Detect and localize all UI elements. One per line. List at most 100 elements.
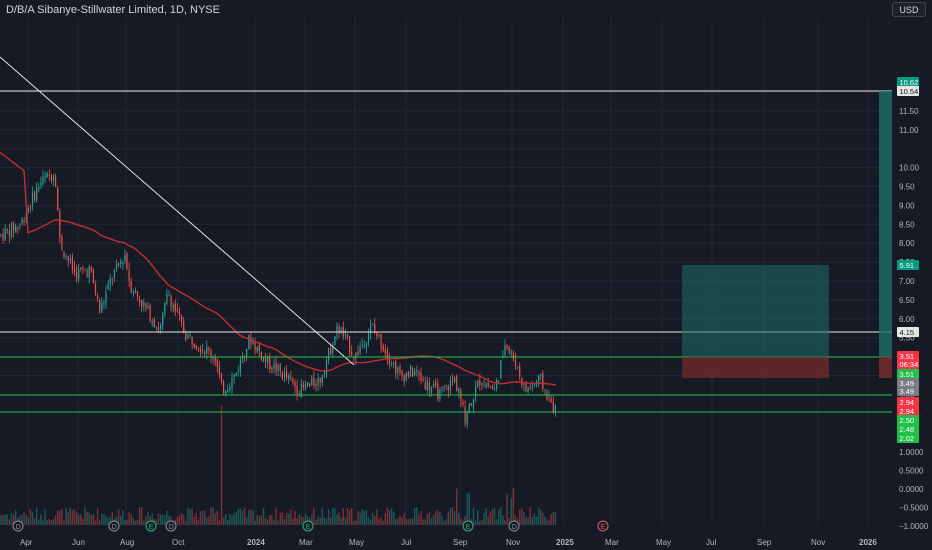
trend-line[interactable] bbox=[0, 56, 355, 366]
candle-body bbox=[59, 210, 61, 238]
candle-body bbox=[323, 372, 325, 375]
volume-bar bbox=[216, 510, 218, 525]
volume-bar bbox=[384, 513, 386, 525]
volume-bar bbox=[252, 510, 254, 525]
moving-average-line[interactable] bbox=[0, 151, 557, 386]
candle-body bbox=[97, 295, 99, 299]
candle-body bbox=[225, 390, 227, 395]
candle-body bbox=[401, 370, 403, 375]
candle-body bbox=[391, 364, 393, 365]
time-axis-label: 2026 bbox=[859, 538, 877, 547]
long-position-stop-zone[interactable] bbox=[682, 357, 829, 378]
volume-bar bbox=[185, 520, 187, 525]
candle-body bbox=[531, 384, 533, 387]
candle-body bbox=[71, 256, 73, 270]
candle-body bbox=[126, 253, 128, 269]
candle-body bbox=[550, 398, 552, 403]
candle-body bbox=[454, 377, 456, 383]
candle-body bbox=[57, 188, 59, 211]
price-badge bbox=[897, 86, 919, 96]
volume-bar bbox=[193, 516, 195, 525]
currency-button[interactable]: USD bbox=[892, 2, 926, 17]
event-marker-dividend[interactable] bbox=[165, 520, 177, 532]
candle-body bbox=[428, 382, 430, 391]
candle-body bbox=[479, 380, 481, 385]
volume-bar bbox=[151, 513, 153, 525]
volume-bar bbox=[447, 511, 449, 525]
volume-bar bbox=[90, 515, 92, 525]
event-marker-dividend[interactable] bbox=[508, 520, 520, 532]
event-marker-earnings[interactable] bbox=[302, 520, 314, 532]
volume-bar bbox=[336, 514, 338, 525]
candle-body bbox=[44, 176, 46, 179]
candle-body bbox=[535, 381, 538, 385]
volume-bar bbox=[382, 520, 384, 525]
volume-bar bbox=[109, 517, 111, 525]
volume-bar bbox=[378, 518, 380, 525]
symbol-title[interactable]: D/B/A Sibanye-Stillwater Limited, 1D, NY… bbox=[6, 4, 220, 16]
candle-body bbox=[231, 377, 233, 389]
candle-body bbox=[554, 405, 556, 413]
volume-bar bbox=[21, 514, 23, 525]
volume-bar bbox=[67, 511, 69, 525]
candle-body bbox=[317, 377, 319, 385]
stop-zone-axis-highlight bbox=[879, 357, 892, 378]
candle-body bbox=[4, 228, 6, 241]
volume-bar bbox=[403, 512, 405, 525]
candle-body bbox=[143, 302, 145, 306]
volume-bar bbox=[428, 511, 431, 525]
volume-bar bbox=[535, 517, 538, 525]
candle-body bbox=[462, 402, 464, 405]
volume-bar bbox=[231, 515, 233, 525]
long-position-profit-zone[interactable] bbox=[682, 265, 829, 357]
price-badge bbox=[897, 260, 919, 270]
volume-bar bbox=[275, 507, 277, 525]
price-axis-label: 9.50 bbox=[899, 183, 915, 192]
volume-bar bbox=[141, 507, 143, 525]
time-axis-label: Apr bbox=[20, 538, 33, 547]
volume-bar bbox=[178, 515, 181, 525]
volume-bar bbox=[197, 519, 200, 525]
volume-bar bbox=[460, 518, 462, 525]
volume-bar bbox=[420, 511, 422, 525]
time-axis-label: Jun bbox=[72, 538, 85, 547]
volume-bar bbox=[498, 509, 500, 525]
candle-body bbox=[204, 352, 206, 354]
candle-body bbox=[399, 365, 401, 373]
volume-bar bbox=[334, 508, 336, 525]
volume-bar bbox=[523, 511, 525, 525]
candle-body bbox=[422, 379, 424, 382]
candle-body bbox=[260, 351, 262, 360]
volume-bar bbox=[332, 507, 334, 525]
event-marker-dividend[interactable] bbox=[108, 520, 120, 532]
volume-bar bbox=[323, 517, 326, 525]
candle-body bbox=[128, 269, 130, 282]
candle-body bbox=[193, 343, 195, 348]
candle-body bbox=[166, 293, 168, 304]
candle-body bbox=[302, 384, 304, 388]
candle-body bbox=[552, 401, 554, 414]
candle-body bbox=[481, 383, 483, 385]
candle-body bbox=[435, 382, 437, 385]
volume-bar bbox=[107, 518, 109, 525]
volume-bar bbox=[330, 517, 332, 525]
event-marker-dividend[interactable] bbox=[12, 520, 24, 532]
candle-body bbox=[426, 381, 428, 391]
volume-bar bbox=[12, 514, 15, 525]
candle-body bbox=[218, 365, 220, 375]
volume-bar bbox=[75, 511, 78, 525]
event-marker-label: D bbox=[169, 524, 174, 531]
candle-body bbox=[380, 334, 382, 348]
candle-body bbox=[120, 261, 122, 264]
volume-bar bbox=[363, 510, 365, 525]
price-axis-label: 9.00 bbox=[899, 201, 915, 210]
event-marker-earnings_future[interactable] bbox=[597, 520, 609, 532]
price-axis-label: 5.50 bbox=[899, 334, 915, 343]
volume-bar bbox=[443, 520, 445, 525]
candle-body bbox=[321, 376, 323, 384]
event-marker-earnings[interactable] bbox=[145, 520, 157, 532]
candle-body bbox=[254, 343, 256, 351]
event-marker-earnings[interactable] bbox=[462, 520, 474, 532]
candle-body bbox=[470, 403, 472, 406]
